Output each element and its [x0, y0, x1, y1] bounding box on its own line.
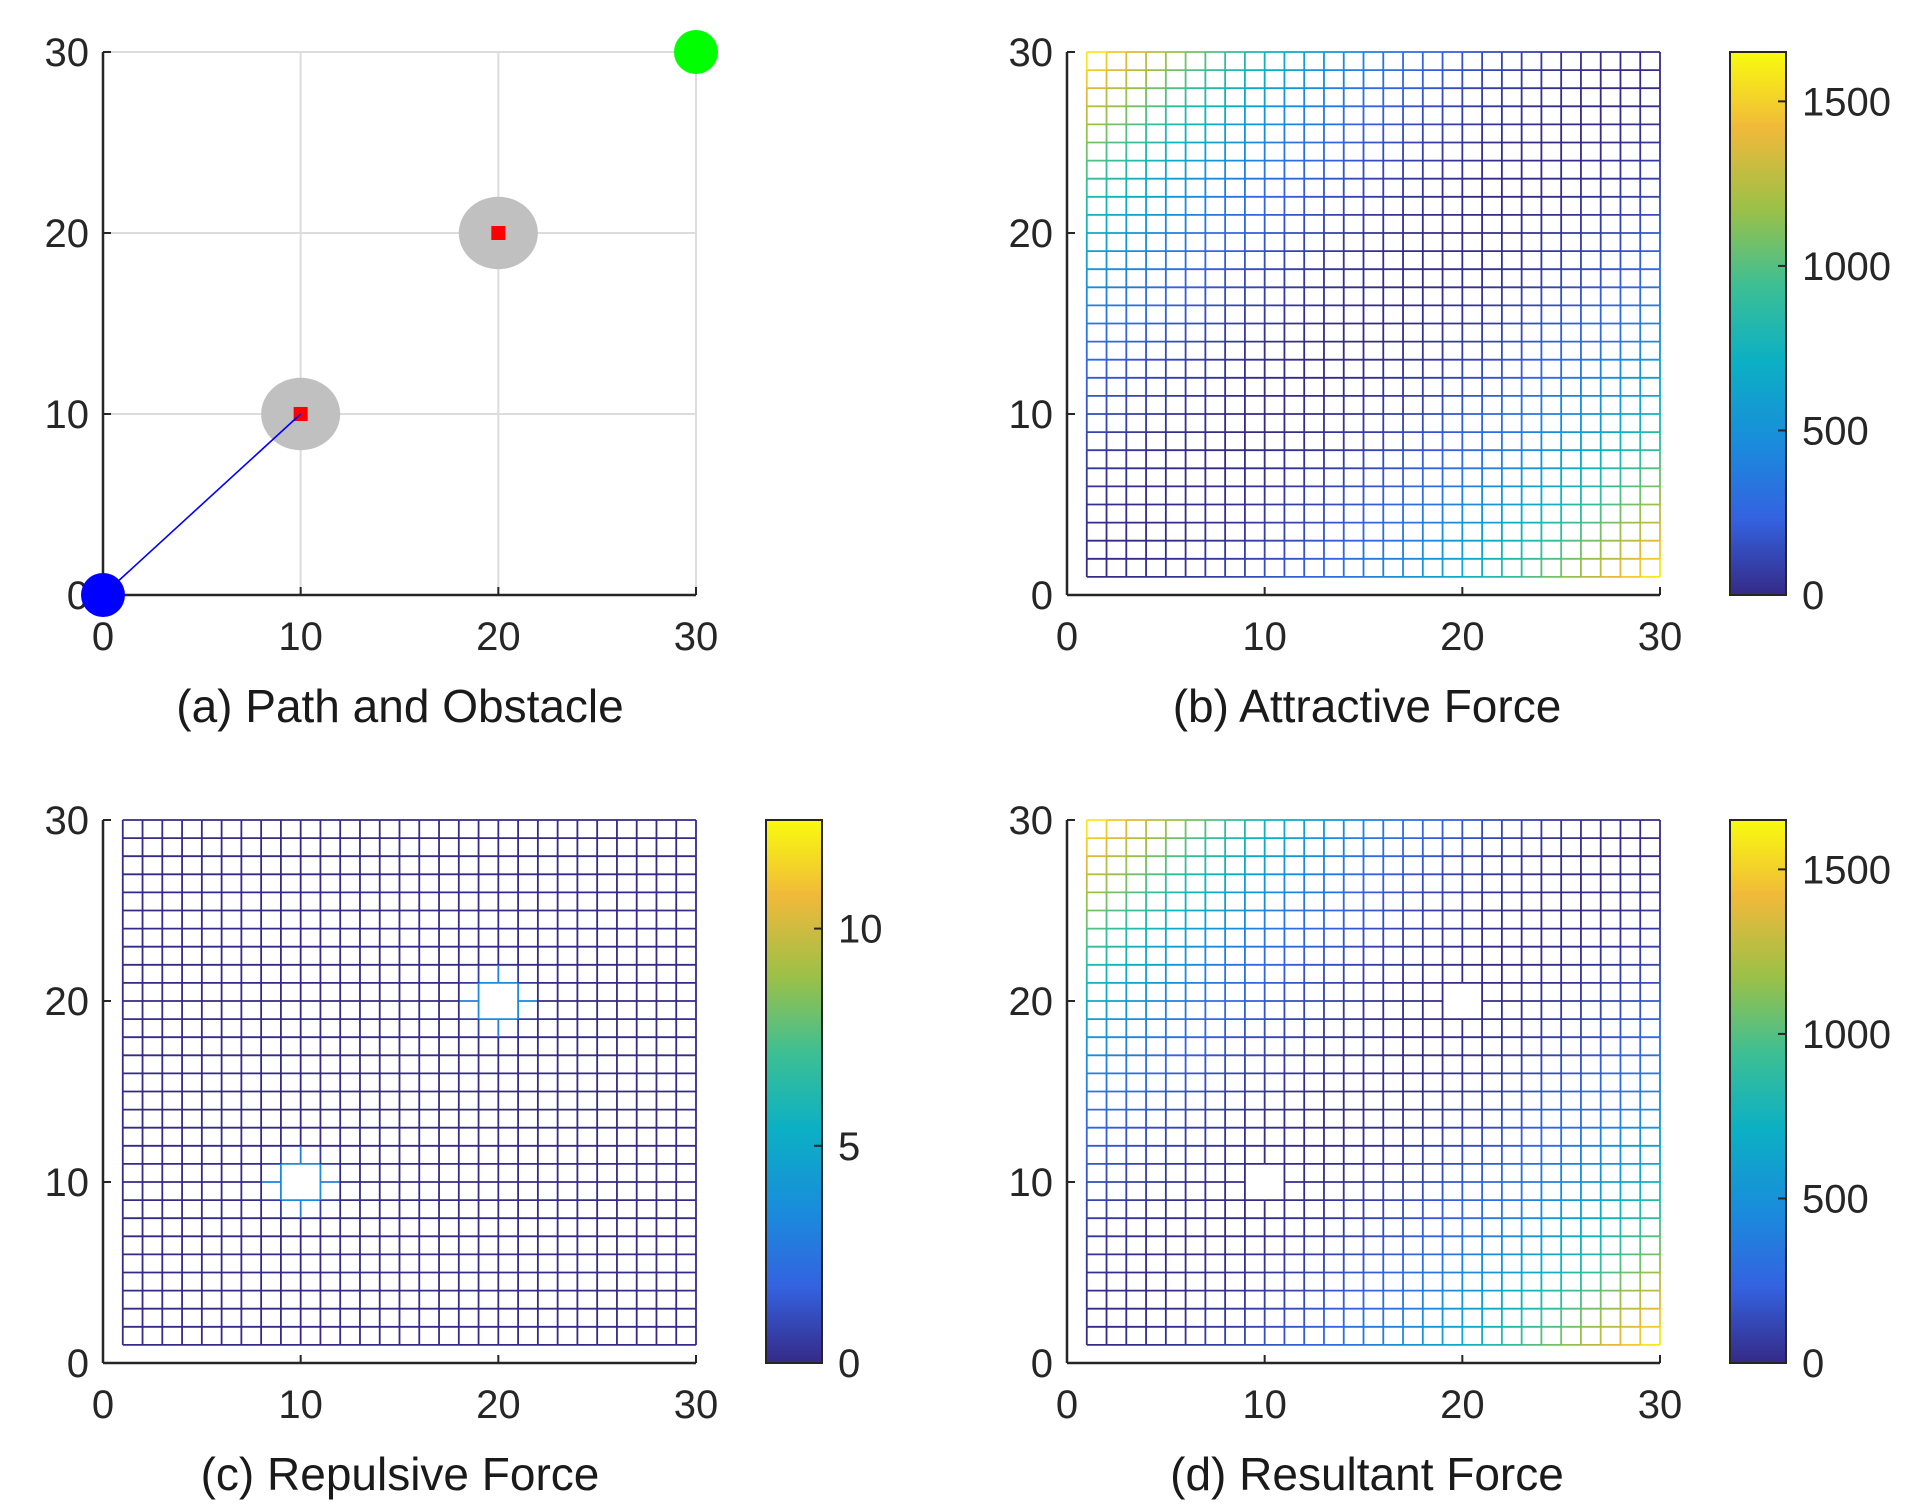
- panel-c-colorbar: 0 5 10: [765, 819, 883, 1386]
- panel-c: 0 10 20 30 0 10 20 30 0 5 10 (c) Repulsive Force: [45, 799, 883, 1500]
- panel-a-path-layer: [102, 413, 302, 596]
- panel-c-colorbar-label: 5: [838, 1125, 860, 1169]
- start-marker: [81, 573, 125, 617]
- panel-b-xtick-label: 0: [1056, 615, 1078, 659]
- goal-marker: [674, 30, 718, 74]
- panel-b-ytick-label: 10: [1009, 393, 1054, 437]
- panel-b-xtick-label: 20: [1440, 615, 1485, 659]
- panel-c-axes: [101, 820, 696, 1365]
- obstacle-center-2: [491, 226, 506, 240]
- panel-a-ytick-label: 30: [45, 31, 90, 75]
- panel-c-xtick-label: 30: [674, 1383, 719, 1427]
- panel-b-axes: [1065, 52, 1660, 597]
- panel-a-axes: [101, 52, 696, 597]
- panel-b-ytick-label: 30: [1009, 31, 1054, 75]
- panel-c-colorbar-label: 0: [838, 1342, 860, 1386]
- panel-c-ytick-label: 20: [45, 980, 90, 1024]
- panel-c-ytick-label: 30: [45, 799, 90, 843]
- panel-b-colorbar-label: 1000: [1802, 245, 1891, 289]
- panel-b-ytick-label: 20: [1009, 212, 1054, 256]
- panel-a-ytick-label: 20: [45, 212, 90, 256]
- panel-a-caption: (a) Path and Obstacle: [176, 680, 623, 732]
- panel-c-ticks: 0 10 20 30 0 10 20 30: [45, 799, 719, 1427]
- panel-b-mesh: [1085, 51, 1661, 578]
- path-line: [102, 413, 302, 596]
- panel-a-xtick-label: 10: [278, 615, 323, 659]
- panel-b-colorbar-label: 0: [1802, 574, 1824, 618]
- panel-c-mesh: [121, 819, 697, 1346]
- panel-c-ytick-label: 10: [45, 1161, 90, 1205]
- panel-b-colorbar-label: 1500: [1802, 80, 1891, 124]
- panel-c-xtick-label: 10: [278, 1383, 323, 1427]
- panel-a-obstacles: [261, 196, 538, 451]
- panel-b-caption: (b) Attractive Force: [1173, 680, 1562, 732]
- panel-a-xtick-label: 0: [92, 615, 114, 659]
- panel-a-xtick-label: 30: [674, 615, 719, 659]
- panel-b-ytick-label: 0: [1031, 574, 1053, 618]
- panel-c-caption: (c) Repulsive Force: [201, 1448, 600, 1500]
- panel-a-ytick-label: 10: [45, 393, 90, 437]
- panel-a-xtick-label: 20: [476, 615, 521, 659]
- panel-c-colorbar-label: 10: [838, 908, 883, 952]
- panel-a-grid: [103, 51, 697, 595]
- panel-b: 0 10 20 30 0 10 20 30 0 500 1000 1500 (b) Attracti…: [1009, 31, 1891, 732]
- panel-b-xtick-label: 10: [1242, 615, 1287, 659]
- panel-d-mesh: [1085, 819, 1661, 1346]
- panel-c-ytick-label: 0: [67, 1342, 89, 1386]
- panel-b-colorbar-label: 500: [1802, 409, 1869, 453]
- panel-b-colorbar-bar: [1729, 51, 1787, 596]
- panel-c-xtick-label: 20: [476, 1383, 521, 1427]
- panel-b-colorbar: 0 500 1000 1500: [1729, 51, 1891, 618]
- panel-a-markers: [81, 30, 718, 617]
- panel-c-colorbar-bar: [765, 819, 823, 1364]
- panel-c-xtick-label: 0: [92, 1383, 114, 1427]
- panel-b-ticks: 0 10 20 30 0 10 20 30: [1009, 31, 1683, 659]
- panel-b-xtick-label: 30: [1638, 615, 1683, 659]
